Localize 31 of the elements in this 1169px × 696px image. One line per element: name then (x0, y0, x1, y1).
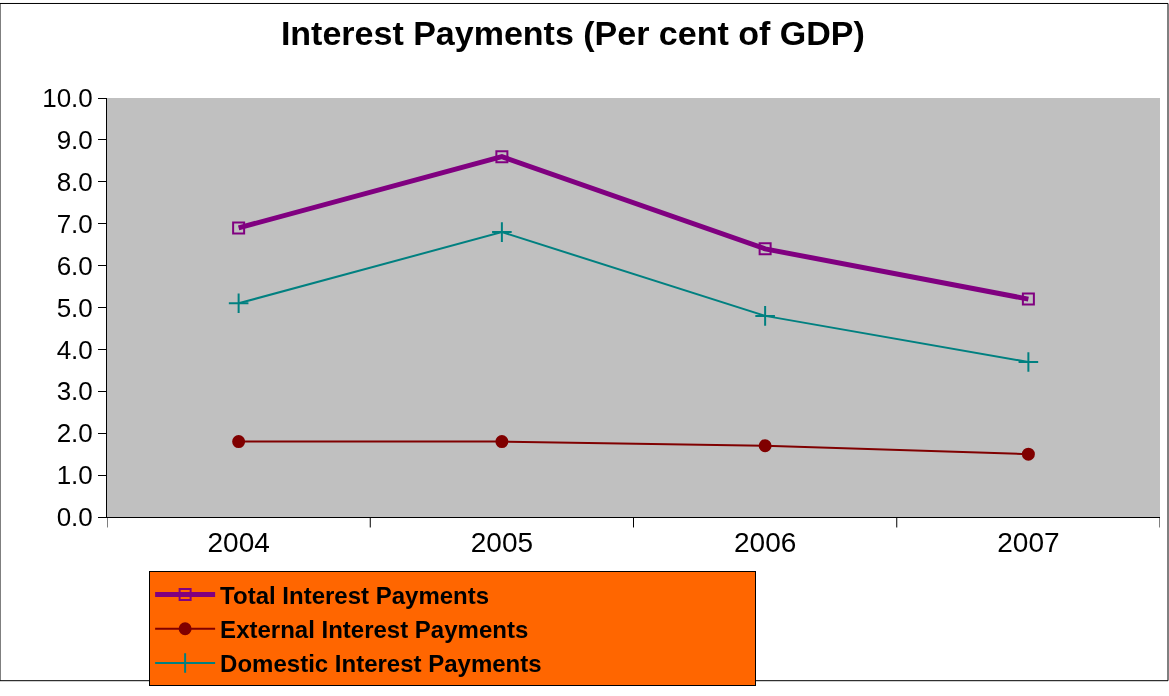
legend-label: Domestic Interest Payments (220, 650, 542, 678)
y-tick-label: 2.0 (56, 418, 93, 449)
y-tick-label: 3.0 (56, 376, 93, 407)
point (1021, 447, 1035, 461)
point (232, 221, 246, 235)
point (232, 435, 246, 449)
x-tick-label: 2007 (997, 526, 1060, 558)
y-tick-label: 6.0 (56, 250, 93, 281)
point (227, 292, 250, 315)
point (754, 305, 776, 327)
y-tick-label: 7.0 (56, 208, 93, 239)
y-tick-label: 4.0 (56, 334, 93, 365)
legend-label: Total Interest Payments (220, 581, 490, 609)
point (495, 435, 509, 449)
point (1017, 351, 1040, 373)
point (758, 439, 772, 453)
y-tick-label: 5.0 (56, 292, 93, 323)
y-tick-label: 8.0 (56, 166, 93, 197)
x-tick-label: 2004 (207, 526, 270, 558)
chart-title: Interest Payments (Per cent of GDP) (280, 13, 865, 52)
point (491, 221, 513, 243)
x-tick-label: 2006 (733, 526, 797, 558)
y-tick-label: 10.0 (42, 83, 93, 114)
x-tick-label: 2005 (470, 526, 534, 558)
point (495, 150, 509, 164)
legend-label: External Interest Payments (220, 616, 529, 644)
y-tick-label: 1.0 (56, 460, 93, 491)
y-tick-label: 0.0 (56, 502, 93, 533)
y-tick-label: 9.0 (56, 125, 93, 155)
point (1021, 292, 1035, 306)
point (758, 242, 772, 256)
